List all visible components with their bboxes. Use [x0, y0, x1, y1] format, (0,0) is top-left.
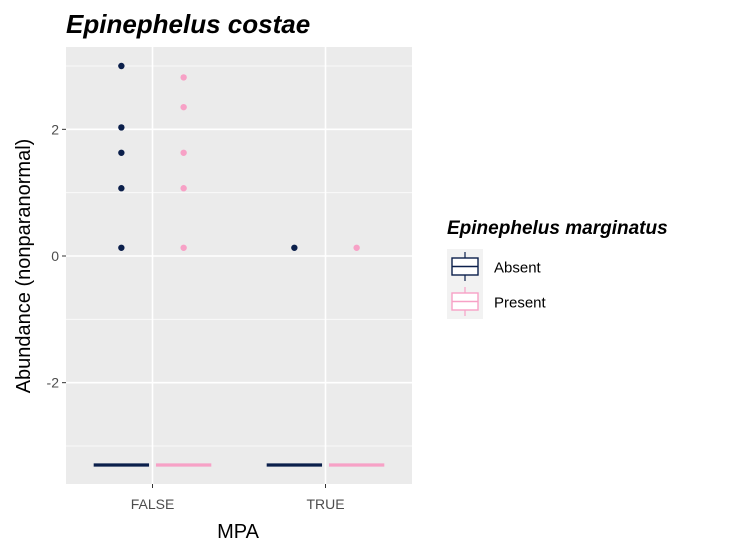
x-tick-label: TRUE: [306, 496, 344, 512]
outlier-point: [353, 244, 360, 251]
y-axis-title: Abundance (nonparanormal): [13, 139, 35, 394]
plot-panel: [66, 47, 412, 484]
outlier-point: [291, 244, 298, 251]
outlier-point: [118, 149, 125, 156]
outlier-point: [118, 185, 125, 192]
legend-label: Absent: [494, 260, 542, 277]
legend-label: Present: [494, 295, 547, 312]
outlier-point: [118, 62, 125, 70]
legend: Epinephelus marginatus Absent Present: [447, 218, 668, 319]
outlier-point: [118, 124, 125, 131]
outlier-point: [180, 149, 187, 156]
outlier-point: [180, 244, 187, 251]
x-axis-title: MPA: [217, 521, 260, 543]
outlier-point: [180, 103, 187, 111]
axes: -2 0 2 FALSE TRUE: [47, 121, 345, 512]
chart-title: Epinephelus costae: [66, 9, 310, 39]
y-tick-label: 2: [51, 121, 59, 137]
outlier-point: [118, 244, 125, 251]
y-tick-label: 0: [51, 248, 59, 264]
x-tick-label: FALSE: [131, 496, 175, 512]
marks: [93, 62, 385, 467]
legend-title: Epinephelus marginatus: [447, 218, 668, 239]
outlier-point: [180, 74, 187, 81]
outlier-point: [180, 185, 187, 192]
y-tick-label: -2: [47, 375, 60, 391]
